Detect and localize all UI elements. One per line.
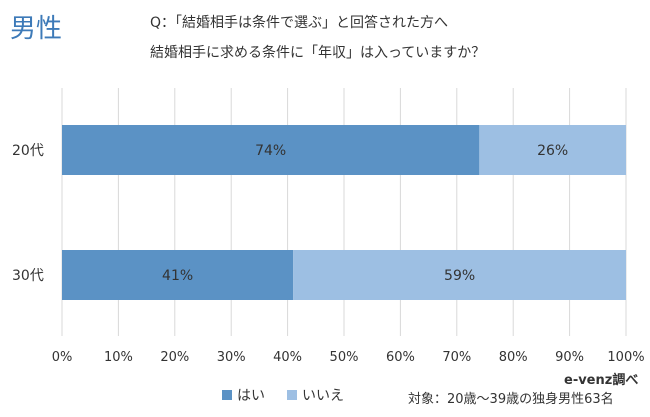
legend-label-no: いいえ <box>302 388 344 404</box>
x-tick-labels: 0% 10% 20% 30% 40% 50% 60% 70% 80% 90% 100% <box>52 350 645 365</box>
data-label: 74% <box>255 143 286 159</box>
bar-segment <box>62 125 480 175</box>
x-tick-label: 40% <box>273 350 302 365</box>
x-tick-label: 70% <box>442 350 471 365</box>
legend: はい いいえ <box>222 385 366 405</box>
x-tick-label: 90% <box>555 350 584 365</box>
gender-badge: 男性 <box>10 14 63 44</box>
question-line-1: Q：「結婚相手は条件で選ぶ」と回答された方へ <box>150 15 449 31</box>
x-tick-label: 10% <box>104 350 133 365</box>
x-tick-label: 60% <box>386 350 415 365</box>
x-tick-label: 30% <box>217 350 246 365</box>
question-line-2: 結婚相手に求める条件に「年収」は入っていますか？ <box>150 45 486 61</box>
category-label: 20代 <box>12 143 44 159</box>
x-tick-label: 80% <box>499 350 528 365</box>
legend-swatch-no <box>287 390 297 400</box>
data-label: 26% <box>537 143 568 159</box>
x-tick-label: 50% <box>330 350 359 365</box>
x-tick-label: 0% <box>52 350 73 365</box>
legend-item-no: いいえ <box>287 385 344 405</box>
source-note: e-venz調べ <box>564 373 639 388</box>
bar-segment <box>293 250 626 300</box>
x-tick-label: 20% <box>160 350 189 365</box>
data-labels: 74% 26% 41% 59% <box>162 143 568 284</box>
stacked-bar-chart: 74% 26% 41% 59% 20代 30代 0% 10% 20% 30% 40% 50% 60%… <box>12 88 645 365</box>
category-labels: 20代 30代 <box>12 143 44 284</box>
bars <box>62 125 626 300</box>
bar-segment <box>479 125 626 175</box>
bar-segment <box>62 250 294 300</box>
legend-label-yes: はい <box>237 388 265 404</box>
data-label: 59% <box>444 268 475 284</box>
target-note: 対象：20歳〜39歳の独身男性63名 <box>408 392 614 407</box>
legend-swatch-yes <box>222 390 232 400</box>
category-label: 30代 <box>12 268 44 284</box>
legend-item-yes: はい <box>222 385 265 405</box>
x-tick-label: 100% <box>607 350 644 365</box>
data-label: 41% <box>162 268 193 284</box>
